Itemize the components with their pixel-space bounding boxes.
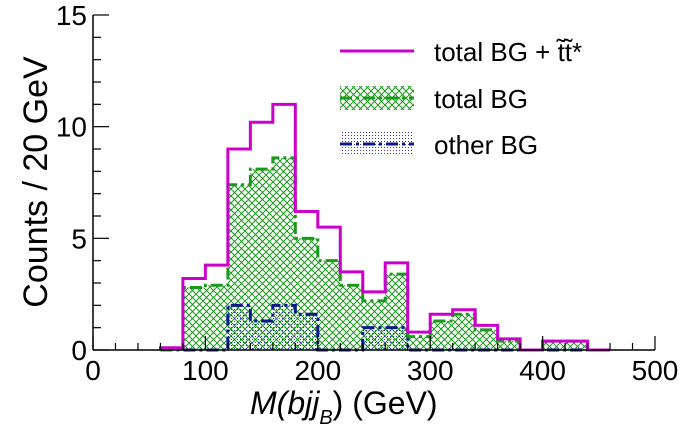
x-tick-label: 200 — [294, 355, 341, 386]
x-axis-label-main: M(bjj — [250, 385, 320, 421]
legend-label-total-bg: total BG — [434, 84, 528, 114]
legend-swatch-other-bg — [340, 132, 414, 156]
x-tick-label: 100 — [182, 355, 229, 386]
axis-ticks — [92, 14, 656, 351]
x-tick-label: 400 — [519, 355, 566, 386]
legend-label-total-plus-signal: total BG + t̃t̃* — [434, 37, 582, 67]
tick-labels: 0 100 200 300 400 500 0 5 10 15 — [56, 0, 679, 386]
x-tick-label: 500 — [632, 355, 679, 386]
x-axis-label-subscript: B — [319, 407, 332, 429]
x-axis-label: M(bjjB) (GeV) — [250, 385, 438, 429]
x-axis-label-tail: ) (GeV) — [333, 385, 438, 421]
x-tick-label: 0 — [85, 355, 101, 386]
y-tick-label: 5 — [71, 223, 87, 254]
legend-label-other-bg: other BG — [434, 130, 538, 160]
y-tick-label: 10 — [56, 112, 87, 143]
legend: total BG + t̃t̃* total BG other BG — [340, 37, 582, 160]
fill-total-bg — [160, 157, 611, 350]
x-tick-label: 300 — [407, 355, 454, 386]
y-tick-label: 0 — [71, 335, 87, 366]
y-axis-label: Counts / 20 GeV — [17, 56, 55, 308]
axes — [92, 15, 655, 351]
y-tick-label: 15 — [56, 0, 87, 31]
legend-swatch-total-bg — [340, 86, 414, 110]
